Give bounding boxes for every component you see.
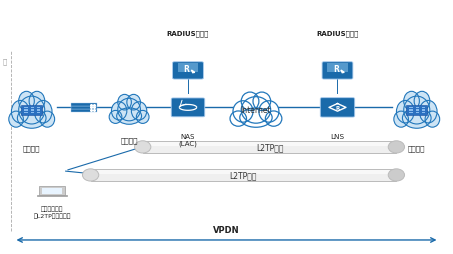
Text: R: R [335, 105, 340, 110]
FancyBboxPatch shape [30, 107, 34, 109]
Ellipse shape [419, 101, 437, 123]
Ellipse shape [233, 101, 253, 123]
Ellipse shape [131, 102, 147, 120]
FancyBboxPatch shape [91, 170, 396, 174]
Ellipse shape [19, 92, 34, 111]
FancyBboxPatch shape [24, 107, 28, 109]
FancyBboxPatch shape [322, 62, 353, 80]
Text: VPDN: VPDN [213, 225, 240, 234]
Ellipse shape [109, 111, 122, 124]
Ellipse shape [135, 141, 151, 153]
Ellipse shape [394, 112, 409, 128]
Ellipse shape [127, 95, 140, 110]
FancyBboxPatch shape [143, 142, 396, 146]
Text: RADIUS服务器: RADIUS服务器 [316, 30, 359, 37]
FancyBboxPatch shape [30, 110, 34, 112]
Ellipse shape [388, 141, 405, 153]
Ellipse shape [9, 112, 24, 128]
Ellipse shape [29, 92, 45, 111]
FancyBboxPatch shape [415, 110, 419, 112]
FancyBboxPatch shape [37, 110, 40, 112]
FancyBboxPatch shape [171, 99, 205, 117]
Ellipse shape [388, 169, 405, 181]
Ellipse shape [402, 108, 431, 129]
Ellipse shape [17, 108, 46, 129]
Ellipse shape [40, 112, 55, 128]
FancyBboxPatch shape [178, 64, 198, 72]
Ellipse shape [34, 101, 52, 123]
FancyBboxPatch shape [71, 107, 97, 109]
FancyBboxPatch shape [327, 64, 348, 72]
Ellipse shape [240, 108, 272, 128]
Ellipse shape [230, 112, 246, 127]
FancyBboxPatch shape [415, 112, 419, 114]
Ellipse shape [404, 97, 430, 124]
Text: RADIUS服务器: RADIUS服务器 [167, 30, 209, 37]
FancyBboxPatch shape [24, 110, 28, 112]
FancyBboxPatch shape [410, 110, 413, 112]
Ellipse shape [425, 112, 440, 128]
FancyBboxPatch shape [410, 107, 413, 109]
FancyBboxPatch shape [21, 106, 42, 115]
Ellipse shape [82, 169, 99, 181]
FancyBboxPatch shape [320, 98, 355, 118]
Text: NAS
(LAC): NAS (LAC) [178, 133, 198, 147]
FancyBboxPatch shape [422, 112, 425, 114]
Ellipse shape [259, 101, 279, 123]
FancyBboxPatch shape [71, 104, 97, 107]
FancyBboxPatch shape [37, 107, 40, 109]
Ellipse shape [118, 95, 131, 110]
Text: 企业总部: 企业总部 [408, 145, 425, 151]
FancyBboxPatch shape [30, 112, 34, 114]
FancyBboxPatch shape [410, 112, 413, 114]
Text: 白: 白 [2, 58, 7, 65]
Text: LNS: LNS [330, 133, 345, 139]
Ellipse shape [136, 111, 149, 124]
FancyBboxPatch shape [406, 106, 427, 115]
Text: 企业分支: 企业分支 [23, 145, 40, 151]
FancyBboxPatch shape [173, 62, 203, 80]
Text: 移动办公人员
（L2TP拨号软件）: 移动办公人员 （L2TP拨号软件） [34, 206, 71, 218]
Ellipse shape [253, 93, 271, 111]
Polygon shape [341, 71, 344, 73]
FancyBboxPatch shape [415, 107, 419, 109]
Ellipse shape [265, 112, 282, 127]
Ellipse shape [19, 97, 45, 124]
FancyBboxPatch shape [24, 112, 28, 114]
Text: Internet: Internet [241, 106, 271, 115]
Ellipse shape [241, 93, 259, 111]
Ellipse shape [111, 102, 127, 120]
FancyBboxPatch shape [39, 186, 65, 196]
Ellipse shape [118, 99, 140, 121]
FancyBboxPatch shape [422, 107, 425, 109]
FancyBboxPatch shape [91, 169, 396, 181]
Ellipse shape [404, 92, 419, 111]
FancyBboxPatch shape [37, 112, 40, 114]
FancyBboxPatch shape [422, 110, 425, 112]
Ellipse shape [11, 101, 29, 123]
Text: L2TP隧道: L2TP隧道 [256, 142, 283, 151]
Ellipse shape [414, 92, 430, 111]
Text: R: R [184, 64, 189, 73]
Text: 拨号网络: 拨号网络 [120, 137, 138, 144]
Ellipse shape [241, 97, 270, 124]
Ellipse shape [117, 108, 141, 125]
FancyBboxPatch shape [42, 188, 63, 195]
Text: L2TP隧道: L2TP隧道 [230, 170, 257, 179]
Text: R: R [333, 64, 339, 73]
Polygon shape [191, 71, 195, 73]
FancyBboxPatch shape [143, 141, 396, 153]
FancyBboxPatch shape [71, 109, 97, 112]
FancyBboxPatch shape [37, 195, 67, 196]
Ellipse shape [396, 101, 414, 123]
